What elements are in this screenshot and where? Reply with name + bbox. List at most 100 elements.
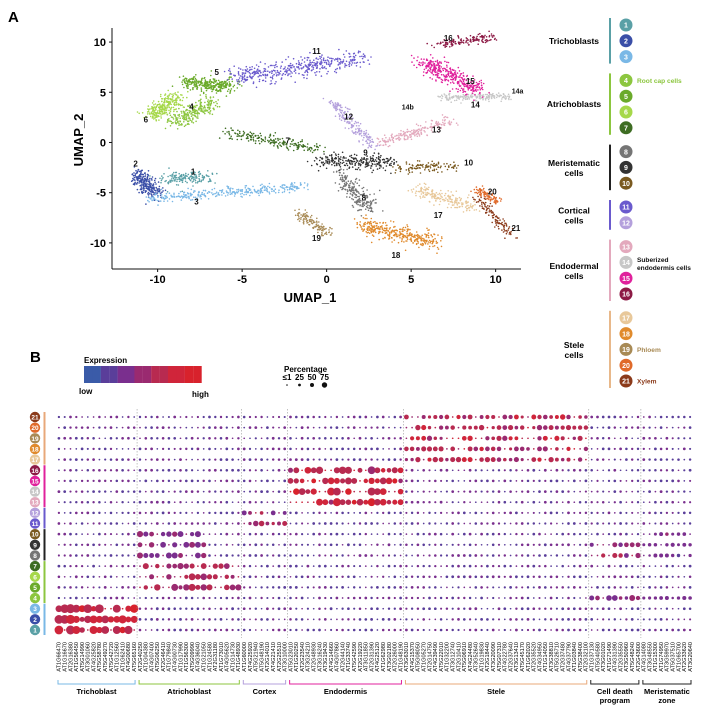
dot [260, 415, 263, 419]
cell-point [316, 217, 318, 220]
cell-point [359, 169, 361, 171]
cell-point [214, 104, 217, 107]
cell-point [264, 73, 267, 76]
cell-point [203, 85, 205, 87]
cell-point [133, 172, 135, 174]
cell-point [337, 159, 340, 161]
cell-point [400, 240, 403, 243]
cell-point [238, 74, 240, 76]
dot [502, 414, 508, 420]
cell-point [158, 189, 161, 191]
cell-point [301, 74, 304, 76]
cell-point [491, 35, 493, 37]
cell-point [472, 95, 474, 97]
cell-point [330, 57, 333, 60]
colorbar-step [84, 366, 93, 383]
cluster-label-3: 3 [194, 198, 199, 207]
cell-point [141, 178, 144, 181]
cell-point [283, 184, 285, 186]
cell-point [210, 81, 213, 84]
cell-point [322, 230, 324, 232]
cell-point [168, 120, 170, 122]
cell-point [241, 85, 243, 87]
legend-cluster-id: 15 [622, 276, 630, 283]
cell-point [240, 138, 243, 141]
cell-point [191, 78, 194, 81]
cell-point [344, 164, 347, 167]
cell-point [154, 193, 156, 196]
colorbar-step [142, 366, 152, 383]
dot [560, 414, 566, 420]
cell-point [346, 121, 348, 124]
cell-point [269, 64, 272, 67]
cell-point [289, 64, 292, 67]
cell-point [228, 81, 231, 83]
cell-point [368, 225, 371, 228]
cell-point [323, 228, 326, 231]
cell-point [140, 171, 142, 173]
cell-point [359, 122, 362, 125]
cell-point [255, 64, 258, 66]
cell-point [176, 110, 178, 113]
cell-point [189, 179, 192, 182]
cell-point [161, 191, 163, 193]
cell-point [210, 85, 212, 88]
cell-point [475, 81, 478, 84]
cell-point [433, 64, 436, 66]
cell-point [366, 155, 368, 157]
cell-point [191, 177, 194, 179]
cell-point [415, 123, 418, 125]
cell-point [164, 189, 167, 192]
cell-point [446, 162, 448, 165]
cell-point [207, 106, 209, 109]
cell-point [403, 137, 406, 139]
cell-point [204, 195, 207, 198]
cell-point [384, 169, 387, 172]
cell-point [171, 93, 173, 95]
cluster-points-20 [470, 185, 503, 205]
cell-point [378, 238, 381, 241]
cell-point [413, 236, 415, 238]
cell-point [365, 165, 368, 168]
cell-point [318, 221, 320, 223]
cell-point [399, 237, 401, 239]
cell-point [238, 77, 241, 79]
cell-point [391, 160, 393, 163]
cell-point [449, 98, 451, 100]
dot [300, 415, 304, 419]
cell-point [435, 191, 438, 194]
cell-point [419, 167, 421, 169]
cell-point [306, 77, 308, 80]
cell-point [169, 174, 171, 177]
cell-point [158, 106, 160, 108]
cell-point [477, 89, 479, 91]
cell-point [347, 180, 350, 182]
cell-point [340, 61, 342, 63]
cell-point [344, 185, 347, 187]
cell-point [163, 200, 165, 202]
cell-point [162, 112, 165, 115]
cell-point [220, 83, 223, 85]
cell-point [189, 89, 192, 91]
cell-point [239, 83, 241, 86]
cell-point [432, 195, 435, 198]
expression-low-label: low [79, 387, 93, 396]
cell-point [347, 110, 349, 113]
cell-point [195, 79, 197, 81]
cell-point [275, 63, 277, 66]
cell-point [388, 237, 391, 240]
dot [590, 415, 594, 419]
cell-point [402, 226, 405, 229]
cell-point [488, 91, 490, 94]
cell-point [257, 65, 260, 68]
cell-point [213, 193, 215, 195]
cell-point [231, 138, 233, 140]
cell-point [274, 138, 277, 140]
cell-point [433, 68, 436, 70]
cell-point [445, 74, 448, 76]
cell-point [132, 177, 134, 180]
cell-point [338, 169, 341, 171]
cluster-points-18 [353, 214, 443, 254]
cell-point [300, 62, 303, 65]
cell-point [427, 162, 430, 164]
